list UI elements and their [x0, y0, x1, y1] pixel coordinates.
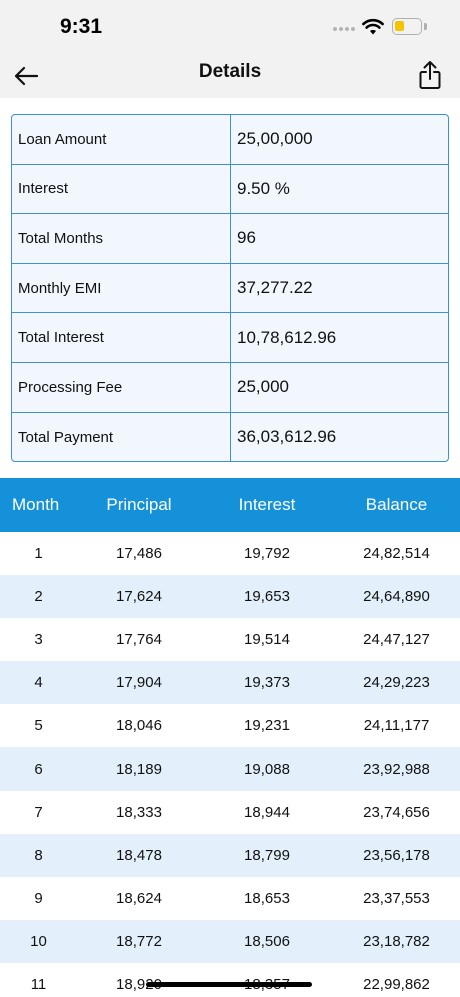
cell-interest: 19,514: [244, 631, 290, 649]
summary-value: 36,03,612.96: [237, 427, 337, 447]
back-button[interactable]: [8, 58, 44, 94]
cellular-signal-icon: [333, 27, 355, 31]
summary-value: 25,000: [237, 377, 289, 397]
table-row: 4 17,904 19,373 24,29,223: [0, 661, 460, 705]
arrow-left-icon: [14, 66, 39, 86]
cell-month: 10: [30, 932, 47, 950]
loan-summary-table: Loan Amount 25,00,000 Interest 9.50 % To…: [11, 114, 449, 462]
cell-principal: 18,046: [116, 717, 162, 735]
summary-row-total-payment: Total Payment 36,03,612.96: [12, 412, 448, 461]
cell-balance: 23,18,782: [363, 932, 430, 950]
cell-principal: 18,624: [116, 889, 162, 907]
share-button[interactable]: [412, 56, 448, 94]
page-title: Details: [198, 61, 262, 82]
cell-month: 8: [34, 846, 43, 864]
summary-label: Monthly EMI: [12, 263, 231, 313]
cell-interest: 19,373: [244, 674, 290, 692]
summary-value: 25,00,000: [237, 129, 313, 149]
nav-bar: Details: [0, 54, 460, 98]
table-row: 1 17,486 19,792 24,82,514: [0, 532, 460, 576]
summary-label: Interest: [12, 164, 231, 214]
cell-interest: 19,653: [244, 588, 290, 606]
cell-interest: 18,506: [244, 932, 290, 950]
share-icon: [419, 61, 441, 89]
table-row: 8 18,478 18,799 23,56,178: [0, 833, 460, 877]
cell-principal: 18,478: [116, 846, 162, 864]
cell-month: 2: [34, 588, 43, 606]
cell-month: 9: [34, 889, 43, 907]
table-row: 11 18,920 18,357 22,99,862: [0, 962, 460, 997]
table-row: 7 18,333 18,944 23,74,656: [0, 790, 460, 834]
cell-month: 1: [34, 545, 43, 563]
table-row: 5 18,046 19,231 24,11,177: [0, 704, 460, 748]
summary-row-interest: Interest 9.50 %: [12, 164, 448, 215]
cell-interest: 19,792: [244, 545, 290, 563]
summary-row-monthly-emi: Monthly EMI 37,277.22: [12, 263, 448, 314]
cell-balance: 23,37,553: [363, 889, 430, 907]
header-principal: Principal: [106, 495, 172, 514]
cell-interest: 18,944: [244, 803, 290, 821]
cell-principal: 17,904: [116, 674, 162, 692]
cell-month: 6: [34, 760, 43, 778]
status-time: 9:31: [60, 15, 103, 38]
summary-label: Total Interest: [12, 313, 231, 362]
home-indicator[interactable]: [146, 982, 312, 987]
table-row: 9 18,624 18,653 23,37,553: [0, 876, 460, 920]
cell-balance: 24,64,890: [363, 588, 430, 606]
summary-row-total-months: Total Months 96: [12, 214, 448, 264]
cell-balance: 23,56,178: [363, 846, 430, 864]
cell-balance: 22,99,862: [363, 975, 430, 993]
cell-month: 11: [30, 975, 47, 993]
summary-value: 96: [237, 228, 256, 248]
table-header: Month Principal Interest Balance: [0, 478, 460, 532]
cell-interest: 18,653: [244, 889, 290, 907]
battery-cap: [424, 23, 427, 30]
cell-balance: 23,74,656: [363, 803, 430, 821]
summary-value: 9.50 %: [237, 178, 290, 198]
summary-label: Processing Fee: [12, 362, 231, 412]
summary-row-processing-fee: Processing Fee 25,000: [12, 362, 448, 413]
summary-value: 10,78,612.96: [237, 327, 337, 347]
cell-principal: 17,764: [116, 631, 162, 649]
cell-month: 5: [34, 717, 43, 735]
battery-icon: [392, 18, 422, 35]
table-row: 3 17,764 19,514 24,47,127: [0, 618, 460, 662]
table-row: 6 18,189 19,088 23,92,988: [0, 747, 460, 791]
summary-value: 37,277.22: [237, 278, 313, 298]
cell-balance: 24,47,127: [363, 631, 430, 649]
cell-month: 3: [34, 631, 43, 649]
table-row: 2 17,624 19,653 24,64,890: [0, 575, 460, 619]
cell-balance: 24,11,177: [363, 717, 430, 735]
cell-month: 7: [34, 803, 43, 821]
cell-principal: 18,772: [116, 932, 162, 950]
cell-interest: 19,231: [244, 717, 290, 735]
wifi-icon: [362, 18, 384, 35]
table-row: 10 18,772 18,506 23,18,782: [0, 919, 460, 963]
summary-label: Loan Amount: [12, 115, 231, 164]
cell-month: 4: [34, 674, 43, 692]
cell-interest: 19,088: [244, 760, 290, 778]
amortization-table[interactable]: Month Principal Interest Balance 1 17,48…: [0, 478, 460, 997]
cell-principal: 17,624: [116, 588, 162, 606]
cell-interest: 18,799: [244, 846, 290, 864]
header-interest: Interest: [238, 495, 296, 514]
cell-principal: 17,486: [116, 545, 162, 563]
table-body: 1 17,486 19,792 24,82,514 2 17,624 19,65…: [0, 532, 460, 997]
cell-principal: 18,333: [116, 803, 162, 821]
summary-label: Total Months: [12, 214, 231, 263]
cell-balance: 24,29,223: [363, 674, 430, 692]
header-month: Month: [12, 495, 60, 514]
cell-balance: 24,82,514: [363, 545, 430, 563]
summary-row-total-interest: Total Interest 10,78,612.96: [12, 313, 448, 363]
header-balance: Balance: [365, 495, 428, 514]
summary-row-loan-amount: Loan Amount 25,00,000: [12, 115, 448, 165]
summary-label: Total Payment: [12, 412, 231, 461]
status-bar: 9:31: [0, 0, 460, 54]
cell-balance: 23,92,988: [363, 760, 430, 778]
cell-principal: 18,920: [116, 975, 162, 993]
cell-principal: 18,189: [116, 760, 162, 778]
